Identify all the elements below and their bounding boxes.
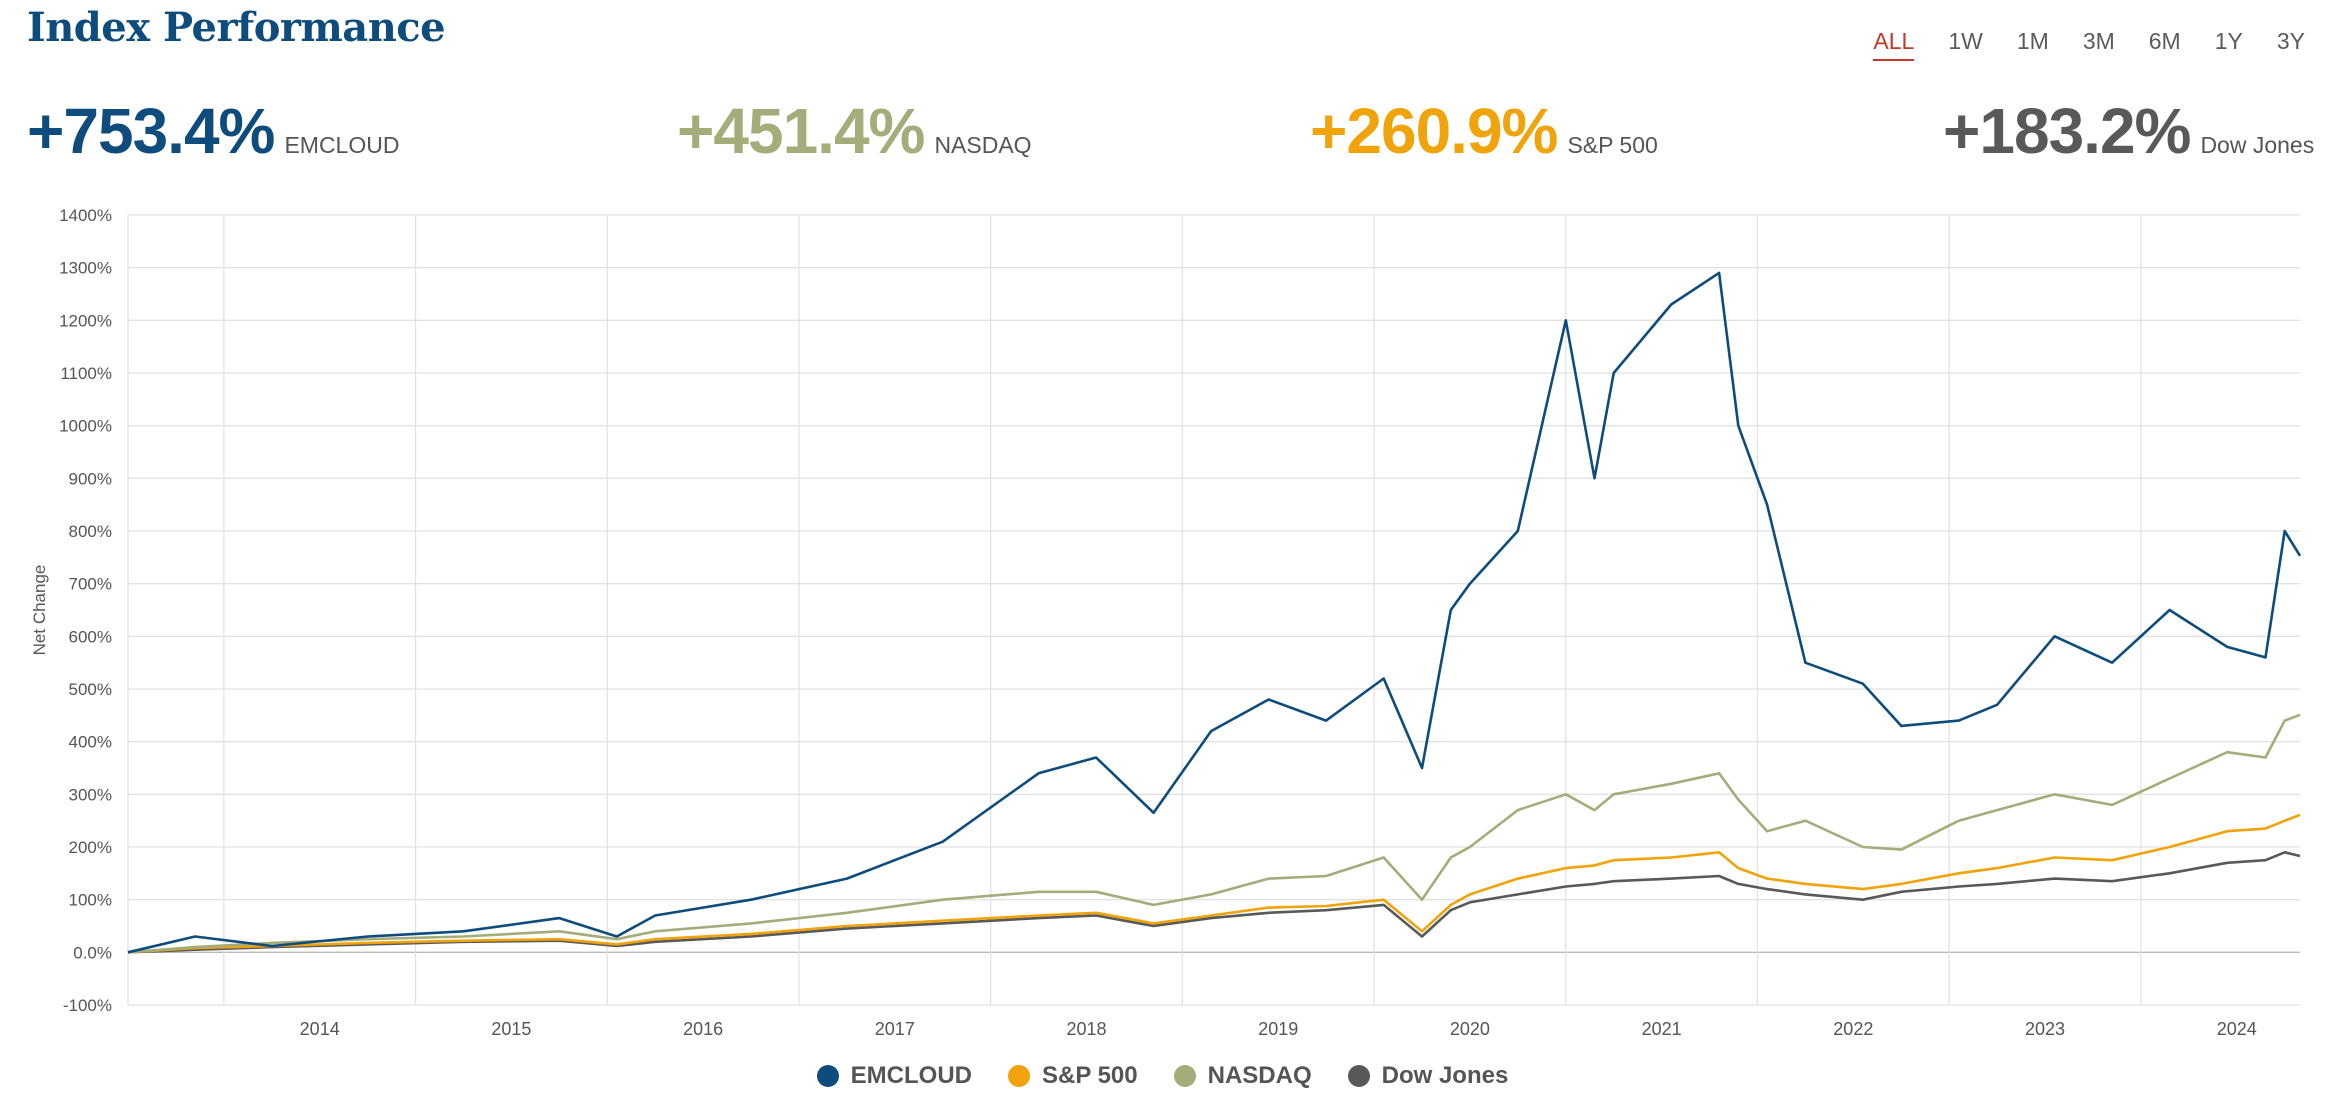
range-1m-button[interactable]: 1M [2016, 28, 2049, 54]
y-tick-label: 0.0% [73, 943, 112, 962]
y-axis: -100% 0.0% 100% 200% 300% 400% 500% 600% 700% 800… [59, 206, 112, 1015]
x-tick-label: 2022 [1833, 1019, 1873, 1039]
x-tick-label: 2017 [875, 1019, 915, 1039]
y-tick-label: 1400% [59, 206, 112, 225]
x-tick-label: 2014 [300, 1019, 340, 1039]
chart-legend: EMCLOUD S&P 500 NASDAQ Dow Jones [0, 1062, 2325, 1090]
x-tick-label: 2024 [2217, 1019, 2257, 1039]
series-line-emcloud [127, 271, 2302, 954]
y-tick-label: -100% [63, 996, 112, 1015]
series-line-s-p-500 [127, 813, 2301, 954]
x-tick-label: 2018 [1066, 1019, 1106, 1039]
series-line-nasdaq [127, 713, 2301, 954]
y-tick-label: 600% [69, 627, 112, 646]
summary-emcloud-name: EMCLOUD [284, 132, 400, 158]
y-tick-label: 500% [69, 680, 112, 699]
range-6m-button[interactable]: 6M [2148, 28, 2181, 54]
x-tick-label: 2019 [1258, 1019, 1298, 1039]
x-tick-label: 2023 [2025, 1019, 2065, 1039]
range-3y-button[interactable]: 3Y [2276, 28, 2305, 54]
x-tick-label: 2021 [1642, 1019, 1682, 1039]
range-selector: ALL 1W 1M 3M 6M 1Y 3Y [1873, 28, 2305, 61]
legend-item-dow[interactable]: Dow Jones [1347, 1062, 1509, 1090]
summary-dow: +183.2% Dow Jones [1943, 94, 2314, 168]
performance-chart: -100% 0.0% 100% 200% 300% 400% 500% 600% 700% 800… [30, 206, 2302, 1039]
range-3m-button[interactable]: 3M [2082, 28, 2115, 54]
summary-nasdaq: +451.4% NASDAQ [677, 94, 1032, 168]
x-tick-label: 2020 [1450, 1019, 1490, 1039]
legend-label: Dow Jones [1381, 1062, 1509, 1089]
range-all-button[interactable]: ALL [1873, 28, 1915, 61]
chart-grid [127, 214, 2300, 1006]
legend-label: S&P 500 [1041, 1062, 1138, 1089]
series-line-dow-jones [127, 850, 2301, 954]
summary-dow-value: +183.2% [1943, 95, 2191, 167]
x-axis: 2014 2015 2016 2017 2018 2019 2020 2021 2022 2023… [300, 1019, 2257, 1039]
summary-sp500-name: S&P 500 [1567, 132, 1658, 158]
y-tick-label: 1100% [60, 364, 112, 383]
x-tick-label: 2015 [491, 1019, 531, 1039]
summary-nasdaq-value: +451.4% [677, 95, 925, 167]
legend-item-emcloud[interactable]: EMCLOUD [816, 1062, 972, 1090]
legend-dot-icon [1007, 1065, 1030, 1087]
y-tick-label: 1300% [59, 259, 112, 278]
y-tick-label: 1200% [59, 311, 112, 330]
legend-dot-icon [816, 1065, 839, 1087]
page-title: Index Performance [27, 4, 446, 51]
x-tick-label: 2016 [683, 1019, 723, 1039]
chart-series [127, 271, 2302, 954]
summary-sp500-value: +260.9% [1310, 95, 1558, 167]
y-tick-label: 200% [69, 838, 112, 857]
summary-sp500: +260.9% S&P 500 [1310, 94, 1658, 168]
legend-label: NASDAQ [1207, 1062, 1312, 1089]
y-axis-label: Net Change [30, 565, 49, 656]
legend-label: EMCLOUD [850, 1062, 972, 1089]
y-tick-label: 100% [69, 891, 112, 910]
range-1w-button[interactable]: 1W [1948, 28, 1983, 54]
summary-emcloud: +753.4% EMCLOUD [27, 94, 399, 168]
y-tick-label: 1000% [59, 417, 112, 436]
summary-nasdaq-name: NASDAQ [934, 132, 1032, 158]
y-tick-label: 800% [69, 522, 112, 541]
range-1y-button[interactable]: 1Y [2214, 28, 2243, 54]
legend-item-sp500[interactable]: S&P 500 [1007, 1062, 1138, 1090]
summary-emcloud-value: +753.4% [27, 95, 275, 167]
legend-dot-icon [1173, 1065, 1196, 1087]
y-tick-label: 400% [69, 733, 112, 752]
y-tick-label: 900% [69, 469, 112, 488]
legend-item-nasdaq[interactable]: NASDAQ [1173, 1062, 1312, 1090]
legend-dot-icon [1347, 1065, 1370, 1087]
summary-dow-name: Dow Jones [2200, 132, 2315, 158]
y-tick-label: 700% [69, 575, 112, 594]
y-tick-label: 300% [69, 785, 112, 804]
